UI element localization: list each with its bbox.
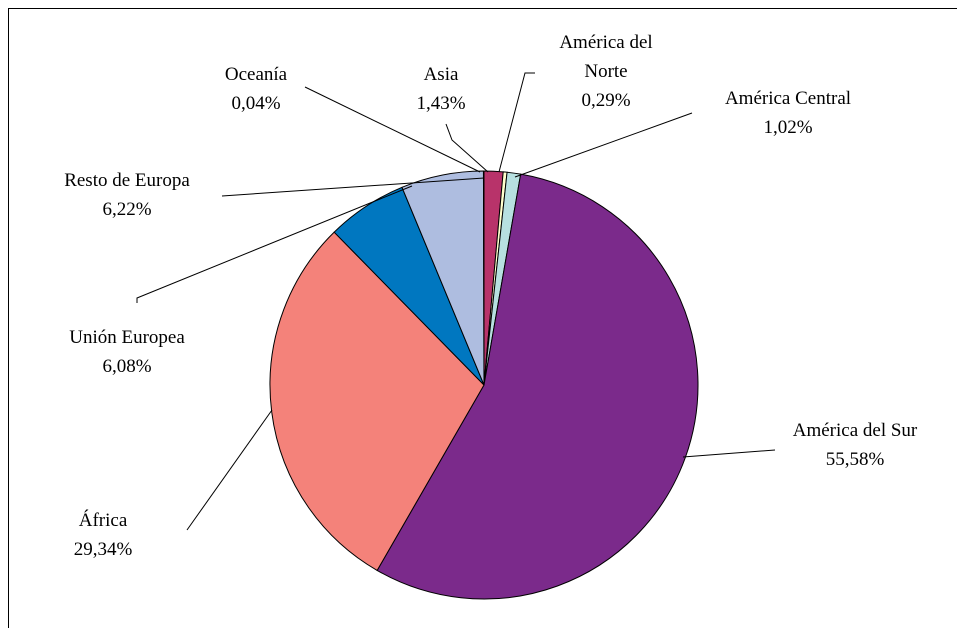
pie-slice xyxy=(269,231,485,572)
slice-value: 1,02% xyxy=(763,117,813,138)
leader-line xyxy=(445,123,489,173)
slice-label: América del Sur 55,58% xyxy=(755,416,955,474)
leader-line xyxy=(304,86,481,173)
slice-label: Asia 1,43% xyxy=(411,60,471,118)
slice-value: 0,04% xyxy=(231,93,281,114)
leader-line xyxy=(186,409,273,531)
pie-slice xyxy=(376,173,699,600)
slice-label: América Central 1,02% xyxy=(678,84,898,142)
slice-value: 1,43% xyxy=(416,93,466,114)
frame xyxy=(8,8,957,628)
slice-value: 0,29% xyxy=(581,90,631,111)
slice-name: América del Norte xyxy=(559,32,653,82)
slice-value: 55,58% xyxy=(825,449,885,470)
slice-name: América Central xyxy=(724,88,852,109)
slice-label: África 29,34% xyxy=(43,506,163,564)
leader-line xyxy=(498,72,535,173)
slice-label: Oceanía 0,04% xyxy=(196,60,316,118)
slice-value: 29,34% xyxy=(73,539,133,560)
slice-value: 6,08% xyxy=(102,356,152,377)
slice-label: América del Norte 0,29% xyxy=(541,28,671,115)
slice-name: África xyxy=(78,510,128,531)
leader-line xyxy=(514,112,693,178)
slice-name: Oceanía xyxy=(224,64,288,85)
pie-slice xyxy=(482,170,485,386)
slice-label: Resto de Europa 6,22% xyxy=(27,166,227,224)
slice-name: Asia xyxy=(423,64,459,85)
leader-line xyxy=(221,177,485,197)
slice-name: América del Sur xyxy=(792,420,918,441)
slice-value: 6,22% xyxy=(102,199,152,220)
leader-line xyxy=(136,185,413,303)
leader-line xyxy=(682,449,776,458)
slice-name: Unión Europea xyxy=(69,327,185,348)
slice-name: Resto de Europa xyxy=(64,170,190,191)
slice-label: Unión Europea 6,08% xyxy=(27,323,227,381)
